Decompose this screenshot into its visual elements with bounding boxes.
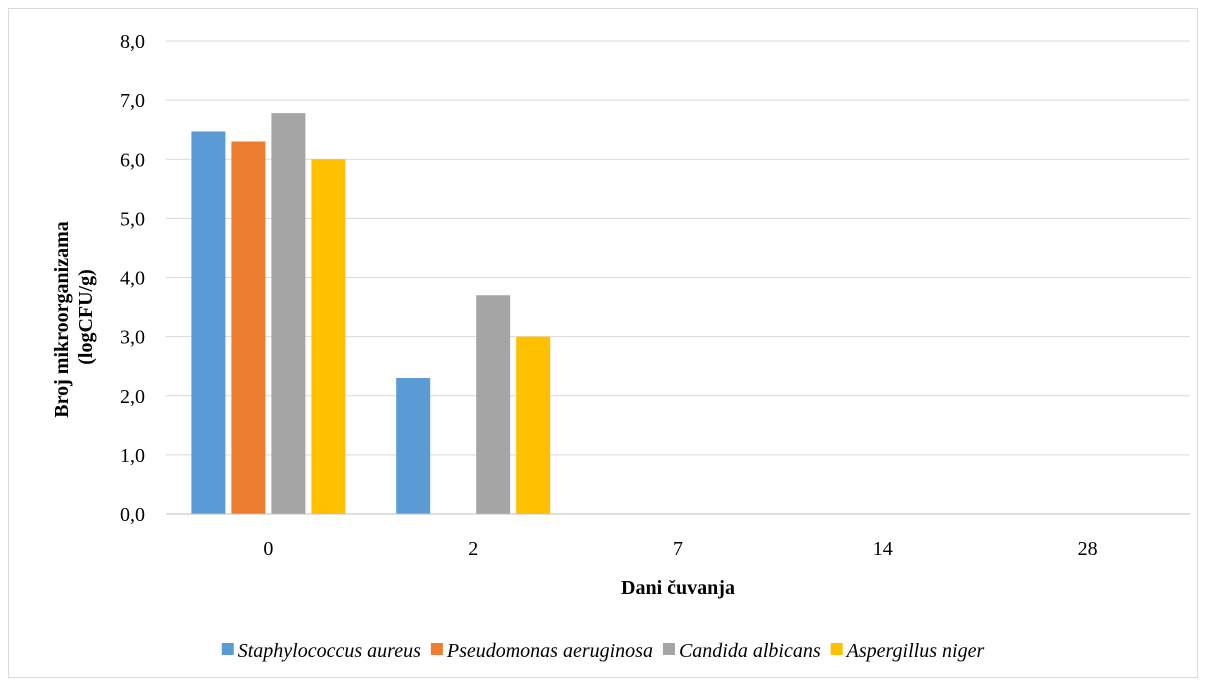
y-axis-ticks: 0,0 1,0 2,0 3,0 4,0 5,0 6,0 7,0 8,0 [120, 31, 145, 526]
y-tick-label: 8,0 [120, 31, 145, 53]
bar [191, 131, 226, 514]
legend-swatch [430, 643, 443, 655]
bar [231, 141, 266, 514]
y-tick-label: 2,0 [120, 386, 145, 408]
y-tick-label: 4,0 [120, 268, 145, 290]
y-tick-label: 5,0 [120, 208, 145, 230]
y-tick-label: 1,0 [120, 445, 145, 467]
legend-item: Staphylococcus aureus [221, 640, 421, 662]
legend-label: Staphylococcus aureus [238, 640, 421, 662]
x-tick-label: 28 [1078, 538, 1098, 560]
bar [516, 336, 551, 514]
legend: Staphylococcus aureus Pseudomonas aerugin… [221, 640, 985, 662]
legend-swatch [830, 643, 843, 655]
bar [476, 295, 511, 514]
y-axis-title-line-1: Broj mikroorganizama [51, 221, 73, 417]
y-tick-label: 7,0 [120, 90, 145, 112]
y-tick-label: 0,0 [120, 504, 145, 526]
x-axis-ticks: 0 2 7 14 28 [263, 538, 1097, 560]
bar [271, 113, 306, 514]
legend-item: Aspergillus niger [830, 640, 985, 662]
legend-swatch [662, 643, 675, 655]
y-axis-title-line-2: (logCFU/g) [75, 269, 97, 365]
x-tick-label: 7 [673, 538, 683, 560]
x-tick-label: 0 [263, 538, 273, 560]
bars [191, 113, 551, 514]
x-axis-title: Dani čuvanja [621, 577, 735, 599]
bar [311, 159, 346, 514]
legend-label: Pseudomonas aeruginosa [446, 640, 653, 662]
legend-item: Pseudomonas aeruginosa [430, 640, 653, 662]
y-tick-label: 3,0 [120, 327, 145, 349]
legend-label: Aspergillus niger [845, 640, 985, 662]
legend-item: Candida albicans [662, 640, 821, 662]
legend-swatch [221, 643, 234, 655]
y-tick-label: 6,0 [120, 149, 145, 171]
bar [396, 378, 431, 514]
legend-label: Candida albicans [679, 640, 821, 662]
x-tick-label: 2 [468, 538, 478, 560]
y-axis-title: Broj mikroorganizama (logCFU/g) [51, 216, 97, 417]
x-tick-label: 14 [873, 538, 893, 560]
